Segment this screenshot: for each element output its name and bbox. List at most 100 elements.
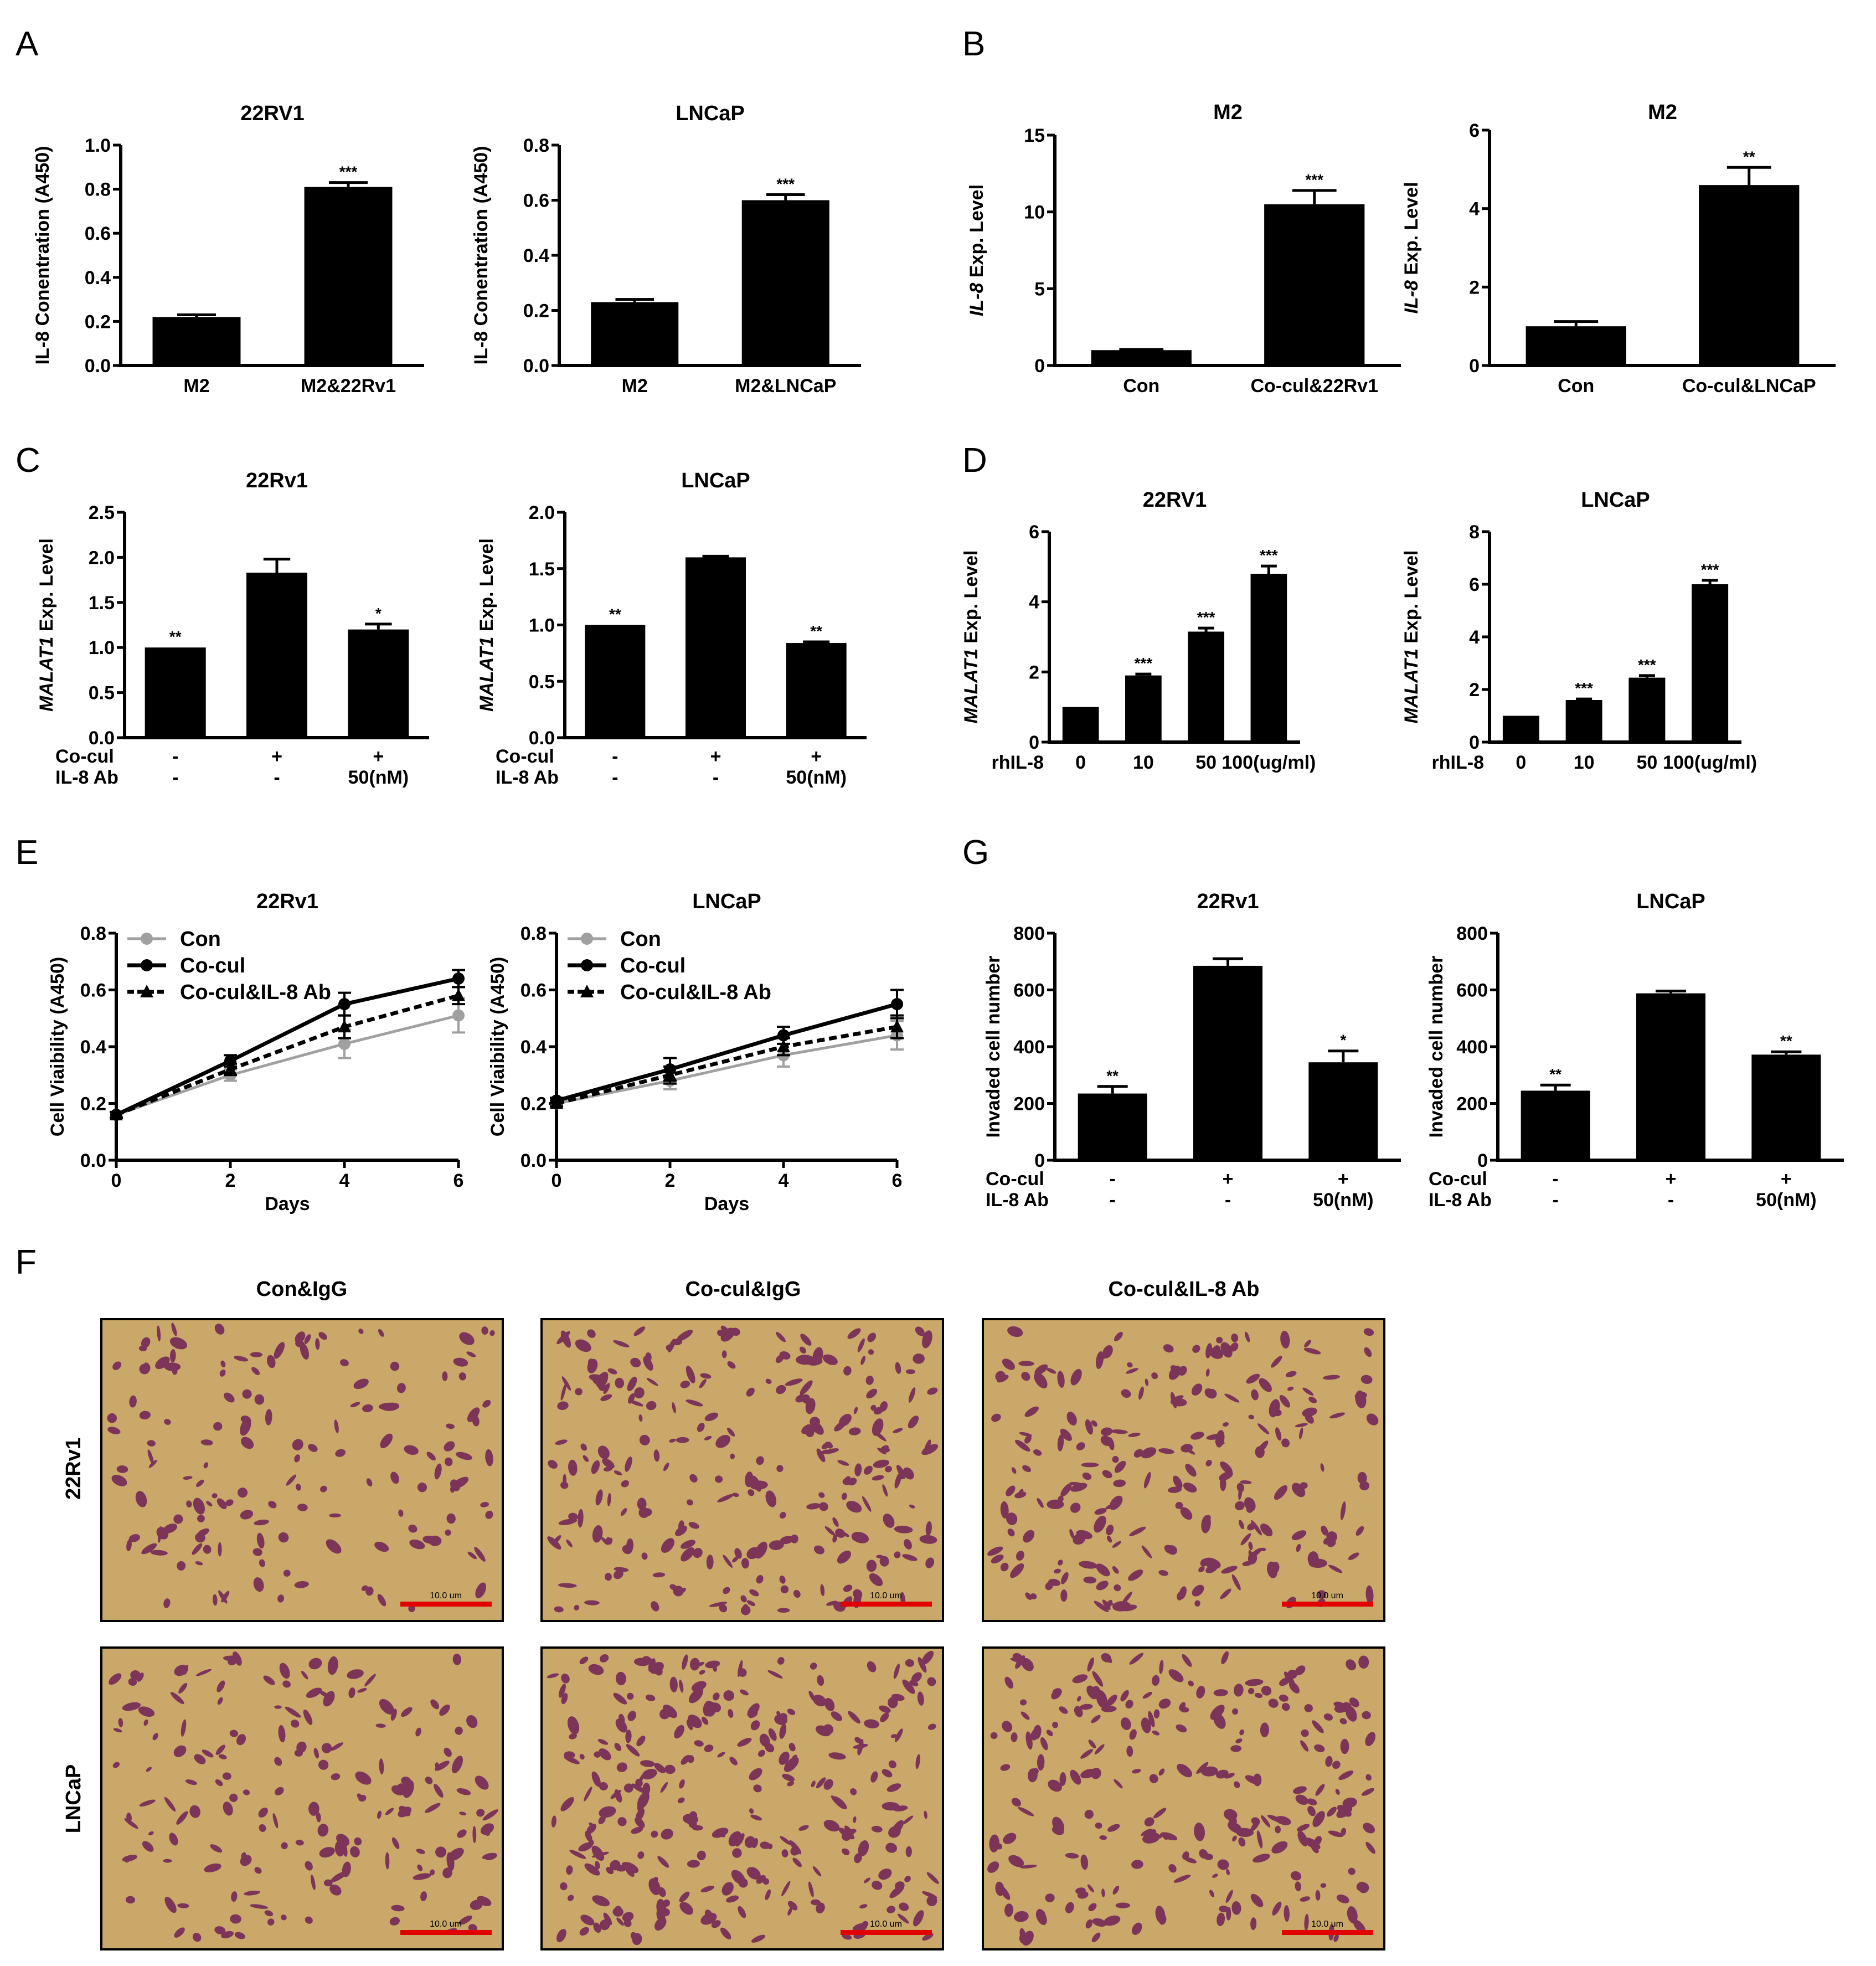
stained-cell <box>651 1830 658 1838</box>
stained-cell <box>850 1788 857 1795</box>
x-tick-label: 6 <box>453 1170 464 1191</box>
stained-cell <box>618 1713 625 1725</box>
stained-cell <box>885 1843 898 1853</box>
stained-cell <box>777 1608 790 1613</box>
stained-cell <box>210 1844 223 1853</box>
stained-cell <box>1231 1574 1241 1591</box>
bar <box>786 643 847 738</box>
stained-cell <box>1221 1566 1238 1574</box>
stained-cell <box>118 1718 123 1727</box>
stained-cell <box>579 1656 589 1665</box>
stained-cell <box>1085 1919 1093 1929</box>
stained-cell <box>1295 1794 1308 1805</box>
stained-cell <box>846 1501 862 1513</box>
stained-cell <box>598 1815 606 1825</box>
stained-cell <box>560 1383 566 1401</box>
stained-cell <box>1365 1774 1372 1781</box>
stained-cell <box>784 1757 799 1772</box>
stained-cell <box>1314 1744 1325 1752</box>
bar <box>1125 675 1162 742</box>
condition-value: - <box>1110 1169 1116 1190</box>
stained-cell <box>720 1927 731 1940</box>
stained-cell <box>1037 1754 1045 1771</box>
y-axis-label-rest: Exp. Level <box>961 550 982 649</box>
stained-cell <box>592 1895 610 1907</box>
significance-label: *** <box>1197 609 1215 626</box>
stained-cell <box>1077 1696 1081 1702</box>
stained-cell <box>1308 1397 1317 1403</box>
stained-cell <box>1235 1501 1245 1511</box>
y-tick-label: 4 <box>1469 199 1480 220</box>
stained-cell <box>250 1904 269 1909</box>
stained-cell <box>259 1824 266 1832</box>
stained-cell <box>1227 1821 1243 1834</box>
data-point <box>777 1039 790 1052</box>
stained-cell <box>888 1760 896 1769</box>
stained-cell <box>587 1358 597 1370</box>
stained-cell <box>1110 1429 1128 1434</box>
stained-cell <box>215 1779 223 1787</box>
micrograph-column-title: Con&IgG <box>256 1278 348 1301</box>
legend-label: Con <box>180 928 221 951</box>
x-tick-label: Co-cul&22Rv1 <box>1250 375 1378 397</box>
stained-cell <box>987 1861 999 1873</box>
y-tick-label: 4 <box>1029 592 1039 613</box>
stained-cell <box>193 1497 205 1515</box>
stained-cell <box>459 1332 475 1345</box>
stained-cell <box>137 1672 144 1682</box>
stained-cell <box>1158 1448 1174 1454</box>
stained-cell <box>823 1820 840 1832</box>
stained-cell <box>1014 1491 1027 1499</box>
stained-cell <box>1020 1699 1027 1706</box>
stained-cell <box>445 1529 451 1536</box>
stained-cell <box>169 1833 178 1846</box>
y-tick-label: 0.4 <box>520 1037 547 1058</box>
stained-cell <box>1100 1427 1113 1436</box>
stained-cell <box>459 1811 467 1816</box>
stained-cell <box>1091 1420 1097 1427</box>
stained-cell <box>1152 1730 1159 1736</box>
scale-bar <box>400 1930 492 1935</box>
y-axis-label: MALAT1 Exp. Level <box>36 538 57 712</box>
stained-cell <box>894 1551 901 1558</box>
stained-cell <box>1226 1907 1231 1921</box>
stained-cell <box>697 1423 705 1432</box>
stained-cell <box>622 1912 634 1922</box>
stained-cell <box>578 1509 584 1528</box>
stained-cell <box>1312 1811 1325 1828</box>
stained-cell <box>694 1740 704 1747</box>
stained-cell <box>1081 1462 1099 1468</box>
condition-value: + <box>271 746 282 767</box>
stained-cell <box>485 1510 493 1519</box>
stained-cell <box>1291 1530 1307 1540</box>
significance-label: *** <box>1638 656 1656 673</box>
stained-cell <box>1287 1386 1294 1391</box>
stained-cell <box>1163 1344 1174 1353</box>
stained-cell <box>177 1903 189 1908</box>
stained-cell <box>632 1933 642 1946</box>
y-axis-label-italic: IL-8 <box>966 283 987 317</box>
stained-cell <box>1295 1881 1301 1892</box>
stained-cell <box>377 1810 382 1819</box>
stained-cell <box>587 1329 596 1338</box>
stained-cell <box>640 1760 655 1767</box>
stained-cell <box>335 1449 346 1457</box>
bar <box>1692 584 1729 742</box>
stained-cell <box>323 1879 333 1887</box>
stained-cell <box>738 1878 748 1888</box>
stained-cell <box>728 1831 742 1846</box>
stained-cell <box>1242 1561 1253 1566</box>
stained-cell <box>164 1362 181 1371</box>
stained-cell <box>1295 1423 1308 1428</box>
significance-label: *** <box>1135 655 1153 672</box>
stained-cell <box>1141 1717 1151 1733</box>
stained-cell <box>746 1547 760 1560</box>
stained-cell <box>819 1502 828 1511</box>
legend-marker <box>140 985 153 997</box>
stained-cell <box>646 1401 657 1411</box>
stained-cell <box>1083 1576 1097 1584</box>
stained-cell <box>218 1542 222 1557</box>
stained-cell <box>765 1490 777 1507</box>
stained-cell <box>764 1743 775 1753</box>
stained-cell <box>1021 1372 1030 1381</box>
